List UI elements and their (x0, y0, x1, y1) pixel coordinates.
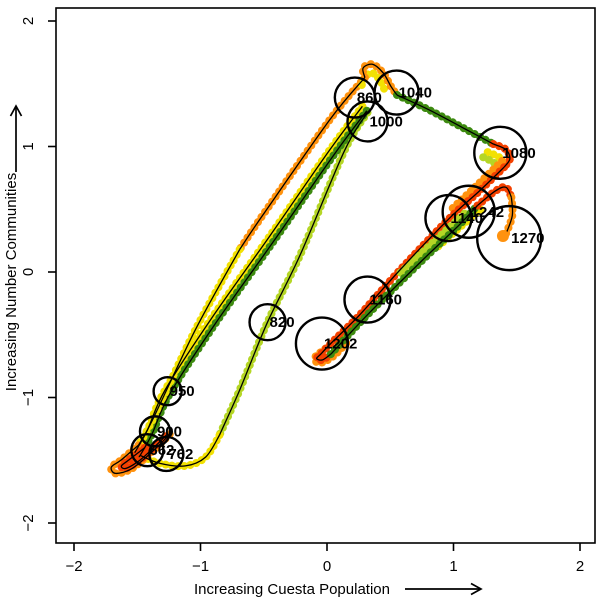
node-circle-1202 (294, 316, 350, 371)
trajectory-strand-orange (448, 156, 507, 213)
node-label-900: 900 (157, 423, 182, 440)
x-tick-label: −1 (192, 558, 209, 575)
y-tick-label: −1 (20, 389, 37, 406)
node-label-662: 662 (149, 442, 174, 459)
x-axis-arrow-icon (405, 582, 483, 596)
node-circle-layer (130, 69, 543, 473)
node-label-1270: 1270 (511, 230, 544, 247)
trajectory-connector-line (139, 434, 221, 467)
node-label-1080: 1080 (502, 145, 535, 162)
node-label-950: 950 (170, 383, 195, 400)
x-axis-title: Increasing Cuesta Population (194, 581, 390, 598)
x-tick-label: 2 (576, 558, 584, 575)
trajectory-connector-line (477, 186, 512, 207)
trajectory-end-marker-layer (496, 229, 509, 242)
y-axis-ticks: −2 −1 0 1 2 (20, 17, 56, 532)
x-axis-ticks: −2 −1 0 1 2 (65, 543, 584, 575)
y-axis-arrow-icon (9, 104, 23, 172)
y-tick-label: 1 (20, 142, 37, 150)
trajectory-connector-line (330, 205, 478, 355)
x-tick-label: 1 (449, 558, 457, 575)
trajectory-connector-line (396, 94, 494, 145)
node-circle-1080 (473, 125, 528, 180)
x-tick-label: 0 (323, 558, 331, 575)
trajectory-connector-line (137, 249, 241, 446)
trajectory-end-dot (496, 229, 509, 242)
trajectory-connector-line (239, 77, 366, 250)
node-label-860: 860 (357, 90, 382, 107)
y-tick-label: −2 (20, 514, 37, 531)
node-label-1140: 1140 (450, 210, 483, 227)
trajectory-connector-line (138, 110, 368, 458)
trajectory-connector-line (218, 112, 369, 436)
trajectory-connector-line (362, 63, 398, 96)
node-circle-762 (148, 435, 185, 473)
y-tick-label: 0 (20, 268, 37, 276)
node-label-1040: 1040 (399, 85, 432, 102)
node-circle-1000 (346, 100, 389, 143)
node-label-1202: 1202 (324, 336, 357, 353)
node-circle-1242 (441, 184, 496, 239)
node-label-820: 820 (270, 314, 295, 331)
node-circle-900 (138, 415, 172, 448)
node-label-1000: 1000 (369, 113, 402, 130)
trajectory-strand-chartreuse (396, 205, 473, 277)
trajectory-connector-line (493, 143, 511, 168)
trajectory-line-layer (110, 63, 514, 475)
node-label-762: 762 (168, 446, 193, 463)
node-label-1242: 1242 (471, 204, 504, 221)
node-circle-820 (248, 303, 287, 342)
node-circle-1160 (343, 275, 392, 324)
x-tick-label: −2 (65, 558, 82, 575)
node-label-1160: 1160 (369, 292, 402, 309)
node-circle-662 (130, 433, 165, 468)
trajectory-connector-line (505, 197, 514, 234)
node-circle-950 (152, 376, 183, 407)
node-circle-1270 (475, 204, 543, 272)
trajectory-connector-line (110, 430, 174, 475)
y-axis-title: Increasing Number Communities (3, 173, 20, 391)
node-circle-1040 (373, 69, 420, 116)
y-tick-label: 2 (20, 17, 37, 25)
